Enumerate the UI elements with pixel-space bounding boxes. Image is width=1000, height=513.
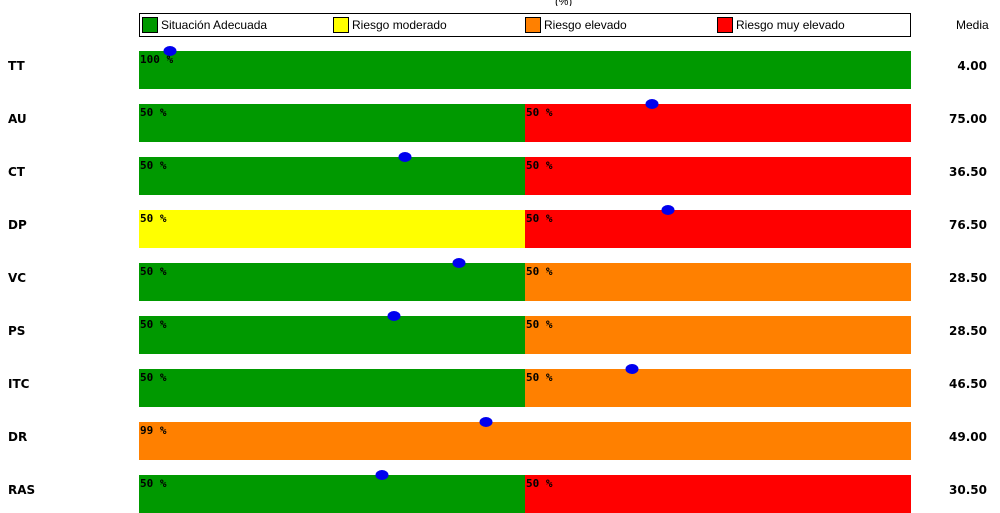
legend-label: Riesgo moderado [352, 18, 447, 32]
row-mean-value: 46.50 [949, 377, 987, 391]
row-label: TT [8, 59, 25, 73]
row-label: PS [8, 324, 26, 338]
bar-segment: 50 % [139, 104, 525, 142]
bar-track: 50 % 50 % [139, 258, 911, 301]
bar-track: 99 % [139, 417, 911, 460]
header-fragment: (%) [555, 0, 573, 6]
chart-row-ps: PS 50 % 50 % 28.50 [0, 311, 1000, 354]
bar-track: 50 % 50 % [139, 470, 911, 513]
bar-segment: 50 % [525, 104, 911, 142]
bar-segment: 50 % [525, 157, 911, 195]
row-mean-value: 76.50 [949, 218, 987, 232]
segment-percent-label: 50 % [140, 106, 167, 119]
bar-segment: 99 % [139, 422, 911, 460]
mean-marker [398, 152, 412, 162]
bar-segment: 50 % [525, 369, 911, 407]
bar-segment: 50 % [139, 369, 525, 407]
segment-percent-label: 50 % [526, 477, 553, 490]
legend-label: Situación Adecuada [161, 18, 268, 32]
bar-segment: 50 % [139, 263, 525, 301]
bar-segment: 50 % [525, 316, 911, 354]
legend-swatch [333, 17, 349, 33]
row-mean-value: 30.50 [949, 483, 987, 497]
bar-segment: 50 % [139, 316, 525, 354]
segment-percent-label: 50 % [526, 106, 553, 119]
bar-track: 50 % 50 % [139, 99, 911, 142]
segment-percent-label: 50 % [140, 318, 167, 331]
chart-row-itc: ITC 50 % 50 % 46.50 [0, 364, 1000, 407]
mean-marker [163, 46, 177, 56]
row-label: ITC [8, 377, 30, 391]
chart-row-dr: DR 99 % 49.00 [0, 417, 1000, 460]
segment-percent-label: 50 % [140, 371, 167, 384]
row-mean-value: 75.00 [949, 112, 987, 126]
bar-track: 50 % 50 % [139, 205, 911, 248]
row-label: DR [8, 430, 28, 444]
segment-percent-label: 50 % [526, 265, 553, 278]
media-column-header: Media [956, 18, 989, 32]
mean-marker [479, 417, 493, 427]
segment-percent-label: 50 % [526, 318, 553, 331]
chart-row-vc: VC 50 % 50 % 28.50 [0, 258, 1000, 301]
segment-percent-label: 100 % [140, 53, 174, 66]
mean-marker [387, 311, 401, 321]
segment-percent-label: 50 % [140, 159, 167, 172]
row-label: AU [8, 112, 27, 126]
row-mean-value: 28.50 [949, 271, 987, 285]
segment-percent-label: 50 % [140, 265, 167, 278]
mean-marker [452, 258, 466, 268]
row-label: VC [8, 271, 27, 285]
bar-segment: 50 % [525, 475, 911, 513]
bar-segment: 50 % [525, 210, 911, 248]
row-label: CT [8, 165, 25, 179]
bar-segment: 100 % [139, 51, 911, 89]
bar-track: 50 % 50 % [139, 364, 911, 407]
segment-percent-label: 50 % [526, 212, 553, 225]
bar-segment: 50 % [525, 263, 911, 301]
segment-percent-label: 50 % [140, 212, 167, 225]
segment-percent-label: 50 % [526, 159, 553, 172]
chart-legend: Situación Adecuada Riesgo moderado Riesg… [139, 13, 911, 37]
legend-label: Riesgo muy elevado [736, 18, 845, 32]
legend-swatch [525, 17, 541, 33]
bar-track: 50 % 50 % [139, 311, 911, 354]
mean-marker [375, 470, 389, 480]
segment-percent-label: 50 % [140, 477, 167, 490]
row-label: RAS [8, 483, 36, 497]
chart-row-ct: CT 50 % 50 % 36.50 [0, 152, 1000, 195]
mean-marker [661, 205, 675, 215]
legend-swatch [142, 17, 158, 33]
legend-label: Riesgo elevado [544, 18, 627, 32]
chart-row-ras: RAS 50 % 50 % 30.50 [0, 470, 1000, 513]
row-label: DP [8, 218, 27, 232]
mean-marker [625, 364, 639, 374]
segment-percent-label: 50 % [526, 371, 553, 384]
chart-row-dp: DP 50 % 50 % 76.50 [0, 205, 1000, 248]
row-mean-value: 36.50 [949, 165, 987, 179]
legend-swatch [717, 17, 733, 33]
bar-track: 50 % 50 % [139, 152, 911, 195]
mean-marker [645, 99, 659, 109]
row-mean-value: 28.50 [949, 324, 987, 338]
bar-segment: 50 % [139, 210, 525, 248]
row-mean-value: 49.00 [949, 430, 987, 444]
row-mean-value: 4.00 [957, 59, 987, 73]
segment-percent-label: 99 % [140, 424, 167, 437]
chart-row-tt: TT 100 % 4.00 [0, 46, 1000, 89]
bar-segment: 50 % [139, 475, 525, 513]
bar-segment: 50 % [139, 157, 525, 195]
bar-track: 100 % [139, 46, 911, 89]
chart-row-au: AU 50 % 50 % 75.00 [0, 99, 1000, 142]
